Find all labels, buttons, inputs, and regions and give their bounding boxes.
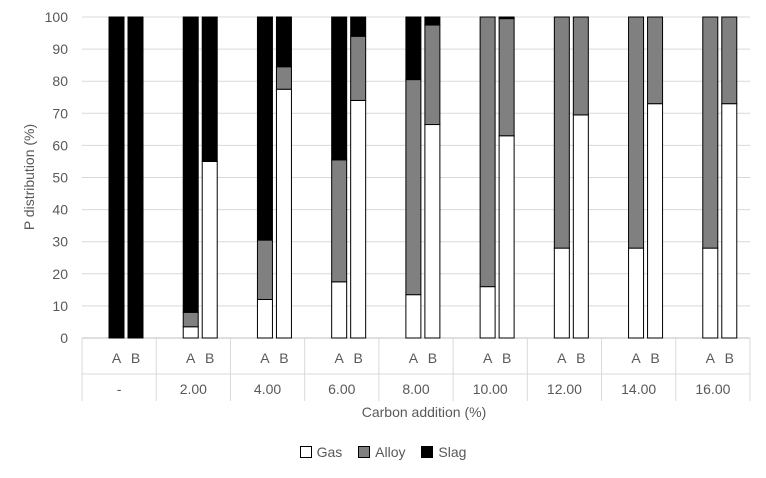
x-sub-label: B xyxy=(428,350,437,366)
legend-label-gas: Gas xyxy=(316,444,343,460)
bars xyxy=(108,16,738,339)
bar-segment-gas xyxy=(498,135,515,339)
bar-segment-slag xyxy=(275,16,292,68)
x-sub-label: A xyxy=(631,350,641,366)
y-tick-label: 100 xyxy=(45,9,69,25)
x-group-label: 10.00 xyxy=(473,381,508,397)
bar-segment-slag xyxy=(256,16,273,241)
bar-segment-alloy xyxy=(572,16,589,116)
bar-segment-alloy xyxy=(647,16,664,105)
bar-segment-gas xyxy=(424,124,441,339)
bar-segment-slag xyxy=(498,16,515,20)
legend-swatch-alloy xyxy=(358,446,371,458)
bar-segment-alloy xyxy=(498,18,515,137)
y-tick-label: 70 xyxy=(52,105,68,121)
bar-segment-alloy xyxy=(331,159,348,283)
legend-item-slag: Slag xyxy=(421,444,466,460)
x-sub-label: B xyxy=(502,350,511,366)
bar-segment-alloy xyxy=(479,16,496,288)
bar-segment-alloy xyxy=(275,66,292,90)
y-tick-label: 20 xyxy=(52,266,68,282)
x-sub-label: A xyxy=(260,350,270,366)
x-sub-label: B xyxy=(279,350,288,366)
bar-segment-slag xyxy=(331,16,348,161)
x-sub-label: A xyxy=(557,350,567,366)
bar-segment-gas xyxy=(479,286,496,339)
x-group-label: 2.00 xyxy=(180,381,207,397)
legend-swatch-gas xyxy=(299,446,312,458)
bar-segment-slag xyxy=(108,16,125,339)
bar-segment-alloy xyxy=(256,239,273,300)
bar-segment-gas xyxy=(201,160,218,339)
legend-label-slag: Slag xyxy=(438,444,467,460)
bar-segment-gas xyxy=(275,88,292,339)
bar-segment-alloy xyxy=(350,35,367,101)
x-category-table: A B-A B2.00A B4.00A B6.00A B8.00A B10.00A B12.0… xyxy=(81,338,751,401)
x-sub-label: A xyxy=(409,350,419,366)
x-sub-label: B xyxy=(131,350,140,366)
x-sub-label: B xyxy=(576,350,585,366)
bar-segment-alloy xyxy=(721,16,738,105)
x-group-label: 14.00 xyxy=(621,381,656,397)
legend-label-alloy: Alloy xyxy=(375,444,406,460)
bar-segment-gas xyxy=(350,99,367,339)
bar-segment-slag xyxy=(424,16,441,26)
bar-segment-gas xyxy=(628,247,645,339)
x-sub-label: B xyxy=(205,350,214,366)
legend-item-alloy: Alloy xyxy=(358,444,406,460)
bar-segment-slag xyxy=(405,16,422,81)
bar-segment-gas xyxy=(182,326,199,339)
bar-segment-alloy xyxy=(405,79,422,296)
x-group-label: 4.00 xyxy=(254,381,281,397)
bar-segment-slag xyxy=(201,16,218,162)
bar-segment-alloy xyxy=(702,16,719,249)
bar-segment-slag xyxy=(127,16,144,339)
bar-segment-alloy xyxy=(182,311,199,328)
x-group-label: 16.00 xyxy=(695,381,730,397)
bar-segment-alloy xyxy=(628,16,645,249)
legend: Gas Alloy Slag xyxy=(0,444,766,461)
y-tick-label: 80 xyxy=(52,73,68,89)
y-tick-label: 40 xyxy=(52,202,68,218)
x-sub-label: B xyxy=(725,350,734,366)
x-group-label: 12.00 xyxy=(547,381,582,397)
bar-segment-gas xyxy=(553,247,570,339)
bar-segment-alloy xyxy=(424,24,441,126)
x-group-label: - xyxy=(117,381,122,397)
x-group-label: 8.00 xyxy=(402,381,429,397)
y-tick-labels: 0 10 20 30 40 50 60 70 80 90 100 xyxy=(45,9,69,346)
legend-swatch-slag xyxy=(421,446,434,458)
x-axis-title: Carbon addition (%) xyxy=(362,404,487,420)
bar-segment-gas xyxy=(702,247,719,339)
bar-segment-alloy xyxy=(553,16,570,249)
x-sub-label: B xyxy=(650,350,659,366)
x-sub-label: B xyxy=(353,350,362,366)
x-sub-label: A xyxy=(112,350,122,366)
y-tick-label: 60 xyxy=(52,137,68,153)
x-sub-label: A xyxy=(483,350,493,366)
bar-segment-gas xyxy=(721,103,738,339)
bar-segment-gas xyxy=(331,281,348,339)
y-axis-title: P distribution (%) xyxy=(21,124,37,230)
y-tick-label: 90 xyxy=(52,41,68,57)
bar-segment-gas xyxy=(405,294,422,339)
legend-item-gas: Gas xyxy=(299,444,343,460)
x-sub-label: A xyxy=(186,350,196,366)
bar-segment-gas xyxy=(256,298,273,339)
bar-segment-slag xyxy=(182,16,199,313)
bar-segment-gas xyxy=(647,103,664,339)
y-tick-label: 10 xyxy=(52,298,68,314)
bar-segment-gas xyxy=(572,114,589,339)
x-sub-label: A xyxy=(706,350,716,366)
x-sub-label: A xyxy=(334,350,344,366)
y-tick-label: 30 xyxy=(52,234,68,250)
x-group-label: 6.00 xyxy=(328,381,355,397)
y-tick-label: 0 xyxy=(60,330,68,346)
bar-segment-slag xyxy=(350,16,367,37)
y-tick-label: 50 xyxy=(52,170,68,186)
